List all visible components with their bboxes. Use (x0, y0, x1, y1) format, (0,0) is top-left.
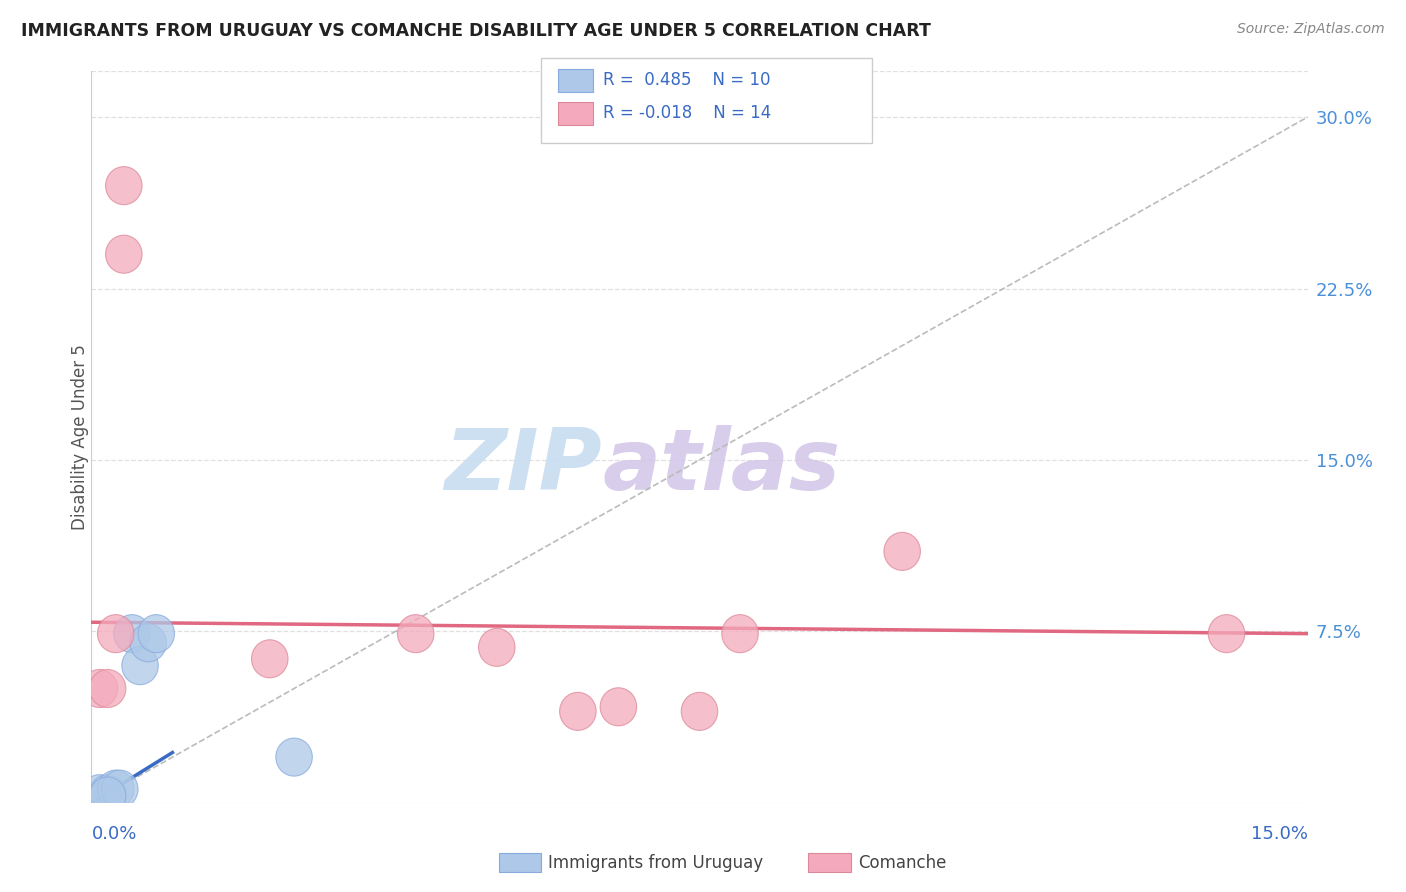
Ellipse shape (600, 688, 637, 726)
Text: R =  0.485    N = 10: R = 0.485 N = 10 (603, 71, 770, 89)
Ellipse shape (105, 167, 142, 204)
Ellipse shape (682, 692, 717, 731)
Ellipse shape (90, 774, 127, 813)
Ellipse shape (560, 692, 596, 731)
Text: ZIP: ZIP (444, 425, 602, 508)
Ellipse shape (129, 624, 166, 662)
Text: Immigrants from Uruguay: Immigrants from Uruguay (548, 854, 763, 871)
Ellipse shape (138, 615, 174, 653)
Ellipse shape (90, 777, 127, 815)
Ellipse shape (122, 647, 159, 685)
Text: IMMIGRANTS FROM URUGUAY VS COMANCHE DISABILITY AGE UNDER 5 CORRELATION CHART: IMMIGRANTS FROM URUGUAY VS COMANCHE DISA… (21, 22, 931, 40)
Ellipse shape (114, 615, 150, 653)
Text: 15.0%: 15.0% (1250, 825, 1308, 843)
Text: Source: ZipAtlas.com: Source: ZipAtlas.com (1237, 22, 1385, 37)
Ellipse shape (276, 738, 312, 776)
Ellipse shape (82, 670, 118, 707)
Ellipse shape (478, 628, 515, 666)
Ellipse shape (97, 770, 134, 808)
Text: Comanche: Comanche (858, 854, 946, 871)
Ellipse shape (101, 770, 138, 808)
Ellipse shape (884, 533, 921, 570)
Ellipse shape (97, 615, 134, 653)
Ellipse shape (105, 235, 142, 273)
Text: atlas: atlas (602, 425, 841, 508)
Ellipse shape (252, 640, 288, 678)
Y-axis label: Disability Age Under 5: Disability Age Under 5 (72, 344, 89, 530)
Text: R = -0.018    N = 14: R = -0.018 N = 14 (603, 104, 772, 122)
Text: 0.0%: 0.0% (91, 825, 136, 843)
Ellipse shape (1208, 615, 1244, 653)
Ellipse shape (90, 670, 127, 707)
Ellipse shape (82, 774, 118, 813)
Ellipse shape (721, 615, 758, 653)
Ellipse shape (398, 615, 434, 653)
